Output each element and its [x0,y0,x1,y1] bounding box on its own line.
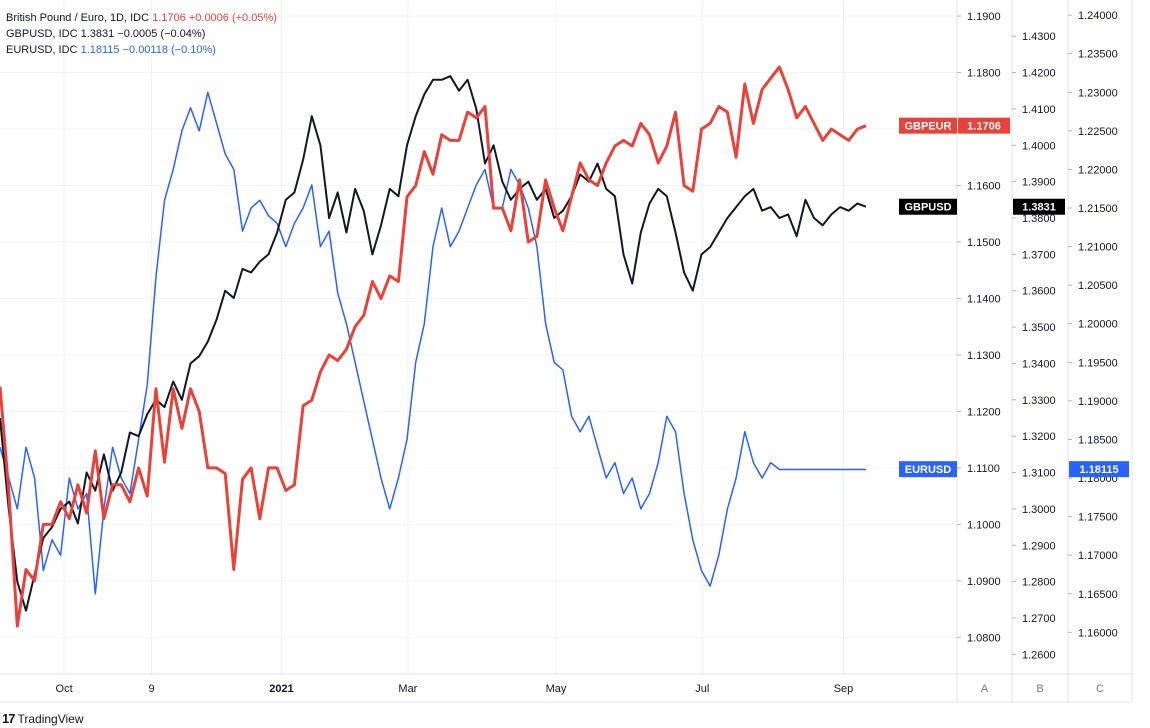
tick-label: 1.3600 [1022,286,1056,298]
series-line-gbpusd [0,75,867,612]
time-label: Jul [695,683,709,695]
legend-name: EURUSD, IDC [6,44,78,56]
tag-value: 1.1706 [967,121,1001,133]
time-label: 9 [148,683,154,695]
legend: British Pound / Euro, 1D, IDC 1.1706 +0.… [6,10,277,58]
time-label: 2021 [269,683,293,695]
tick-label: 1.2700 [1022,613,1056,625]
legend-change: +0.0006 (+0.05%) [188,12,277,24]
tag-name: EURUSD [905,464,952,476]
legend-row-gbpeur[interactable]: British Pound / Euro, 1D, IDC 1.1706 +0.… [6,10,277,26]
tick-label: 1.21500 [1078,203,1118,215]
tag-value-box [958,117,1010,134]
tick-label: 1.2900 [1022,540,1056,552]
tick-label: 1.17000 [1078,550,1118,562]
time-label: Mar [398,683,417,695]
tick-label: 1.4000 [1022,140,1056,152]
footer: 17 TradingView [2,711,84,726]
tick-label: 1.3300 [1022,395,1056,407]
legend-value: 1.1706 [152,12,186,24]
legend-change: −0.00118 (−0.10%) [122,44,216,56]
tick-label: 1.24000 [1078,10,1118,22]
tick-label: 1.23000 [1078,87,1118,99]
legend-value: 1.18115 [80,44,120,56]
tradingview-logo-icon[interactable]: 17 [2,711,16,726]
tick-label: 1.21000 [1078,242,1118,254]
tick-label: 1.1800 [967,68,1001,80]
price-axis-a: 1.0800 1.0900 1.1000 1.1100 1.1200 1.1300 1.14… [956,0,1001,702]
tag-value: 1.3831 [1022,202,1056,214]
tick-label: 1.3400 [1022,358,1056,370]
tick-label: 1.1600 [967,181,1001,193]
series-layer [0,65,867,628]
brand-name[interactable]: TradingView [17,711,84,726]
tick-label: 1.4100 [1022,104,1056,116]
price-tags: GBPEUR 1.1706 GBPUSD 1.3831 EURUSD 1.18115 [899,117,1129,478]
series-line-eurusd [0,91,866,595]
tick-label: 1.19000 [1078,396,1118,408]
tick-label: 1.3900 [1022,177,1056,189]
tick-label: 1.3700 [1022,249,1056,261]
legend-name: British Pound / Euro, 1D, IDC [6,12,150,24]
tick-label: 1.1900 [967,11,1001,23]
tick-label: 1.3500 [1022,322,1056,334]
tag-value: 1.18115 [1079,464,1118,476]
price-axis-b: 1.2600 1.2700 1.2800 1.2900 1.3000 1.3100 1.32… [1011,0,1056,702]
tag-value-box [1013,198,1065,215]
tick-label: 1.23500 [1078,49,1118,61]
tick-label: 1.2800 [1022,577,1056,589]
time-label: Oct [56,683,73,695]
legend-value: 1.3831 [80,28,115,40]
legend-row-gbpusd[interactable]: GBPUSD, IDC 1.3831 −0.0005 (−0.04%) [6,26,277,42]
axis-footer-label: A [981,683,989,695]
time-label: May [546,683,567,695]
tick-label: 1.4300 [1022,31,1056,43]
tag-name-box [899,198,957,215]
tick-label: 1.2600 [1022,649,1056,661]
tick-label: 1.18500 [1078,434,1118,446]
series-line-gbpeur [0,65,867,628]
legend-name: GBPUSD, IDC [6,28,78,40]
tick-label: 1.20500 [1078,280,1118,292]
legend-change: −0.0005 (−0.04%) [117,28,206,40]
axis-footer-label: C [1096,683,1104,695]
grid-lines [0,0,957,674]
tick-label: 1.3100 [1022,468,1056,480]
tag-value-box [1069,461,1129,478]
tag-name: GBPUSD [904,202,951,214]
tick-label: 1.1100 [967,463,1000,475]
tick-label: 1.1400 [967,293,1001,305]
tick-label: 1.1500 [967,237,1001,249]
tick-label: 1.3000 [1022,504,1056,516]
legend-row-eurusd[interactable]: EURUSD, IDC 1.18115 −0.00118 (−0.10%) [6,42,277,58]
tick-label: 1.0900 [967,576,1001,588]
tick-label: 1.19500 [1078,357,1118,369]
tick-label: 1.16000 [1078,627,1118,639]
tick-label: 1.1300 [967,350,1001,362]
tick-label: 1.3800 [1022,213,1056,225]
tag-name-box [899,461,957,478]
tick-label: 1.1000 [967,519,1001,531]
time-label: Sep [834,683,854,695]
tick-label: 1.17500 [1078,512,1118,524]
tick-label: 1.22000 [1078,164,1118,176]
tick-label: 1.3200 [1022,431,1056,443]
tick-label: 1.4200 [1022,68,1056,80]
time-axis: Oct 9 2021 Mar May Jul Sep A B C [0,673,1132,703]
tick-label: 1.1200 [967,406,1001,418]
price-axis-c: 1.160001.165001.170001.175001.180001.185… [1067,0,1133,702]
tick-label: 1.0800 [967,632,1001,644]
tick-label: 1.16500 [1078,589,1118,601]
tag-name: GBPEUR [904,121,951,133]
tick-label: 1.20000 [1078,319,1118,331]
tag-name-box [899,117,957,134]
tick-label: 1.22500 [1078,126,1118,138]
axis-footer-label: B [1036,683,1043,695]
